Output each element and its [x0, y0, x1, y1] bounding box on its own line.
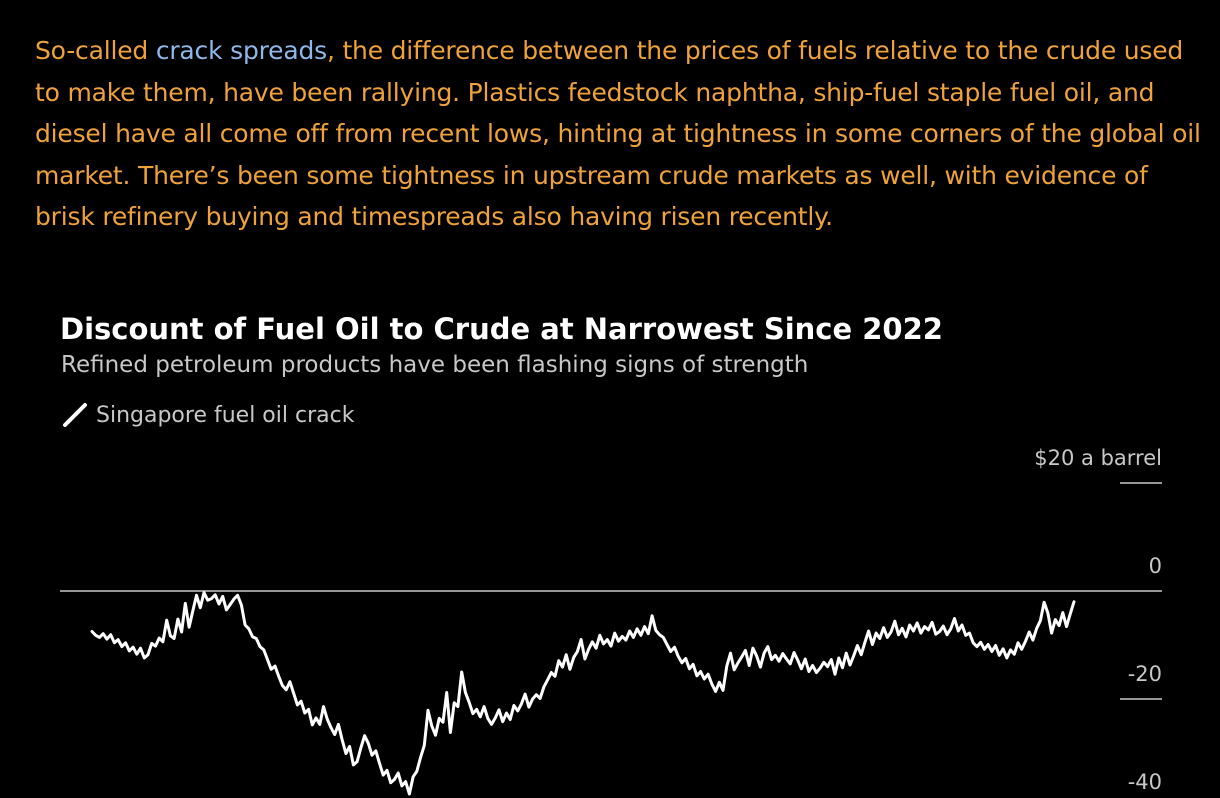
legend-line-icon: [63, 403, 87, 427]
article-text-after-link: , the difference between the prices of f…: [35, 36, 1201, 231]
chart-legend: Singapore fuel oil crack: [62, 402, 354, 428]
y-tick-label-0: 0: [1149, 554, 1162, 578]
crack-spreads-link[interactable]: crack spreads: [155, 36, 327, 65]
y-unit-label: $20 a barrel: [1034, 446, 1162, 470]
chart-subtitle: Refined petroleum products have been fla…: [61, 352, 809, 378]
y-tick-label-minus-40: -40: [1128, 770, 1162, 794]
y-tick-label-minus-20: -20: [1128, 662, 1162, 686]
series-line-singapore-fuel-oil-crack: [90, 591, 1076, 796]
article-text-before-link: So-called: [35, 36, 156, 65]
chart-title: Discount of Fuel Oil to Crude at Narrowe…: [60, 312, 943, 346]
legend-label: Singapore fuel oil crack: [96, 402, 355, 428]
article-paragraph: So-called crack spreads, the difference …: [35, 30, 1205, 238]
y-axis: $20 a barrel 0 -20 -40: [60, 446, 1162, 794]
